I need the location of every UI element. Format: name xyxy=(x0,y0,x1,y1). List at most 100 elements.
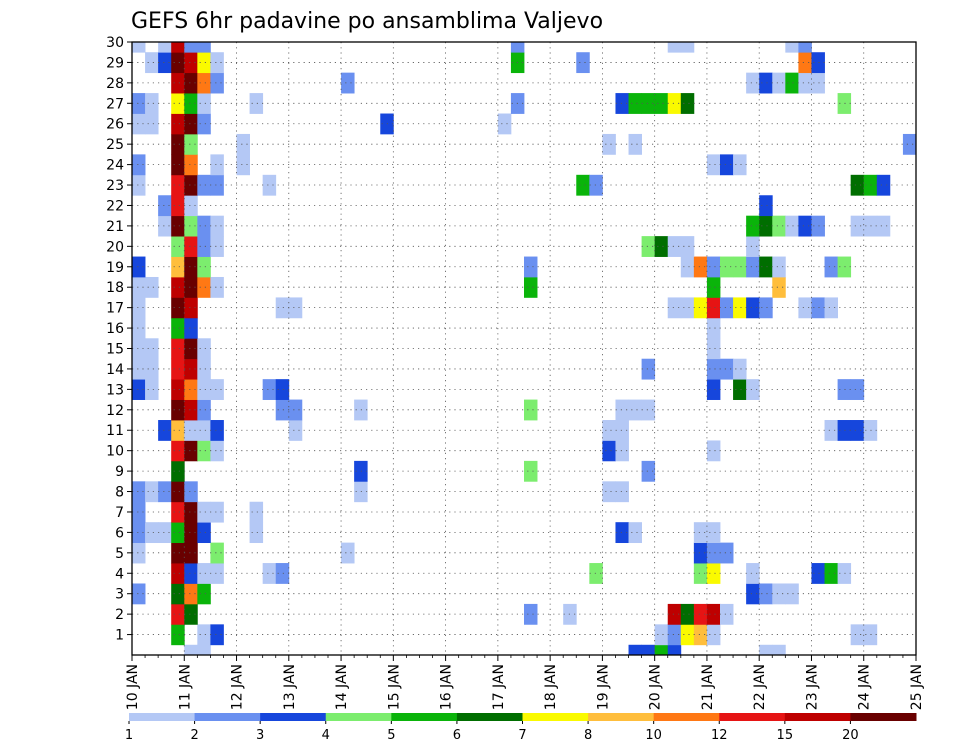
heatmap-cell xyxy=(693,542,708,564)
heatmap-cell xyxy=(641,644,656,656)
heatmap-cell xyxy=(184,195,198,217)
heatmap-cell xyxy=(680,256,695,278)
heatmap-cell xyxy=(628,522,642,544)
heatmap-cell xyxy=(197,236,211,257)
heatmap-cell xyxy=(680,236,695,257)
heatmap-cell xyxy=(197,42,211,53)
heatmap-cell xyxy=(641,93,656,114)
heatmap-cell xyxy=(145,93,159,114)
x-tick-label: 20 JAN xyxy=(648,664,664,710)
legend-label: 3 xyxy=(256,728,264,742)
heatmap-cell xyxy=(785,583,799,605)
heatmap-cell xyxy=(184,481,198,503)
x-tick-label: 23 JAN xyxy=(804,664,820,710)
heatmap-cell xyxy=(615,93,629,114)
heatmap-cell xyxy=(798,72,812,94)
heatmap-cell xyxy=(746,256,760,278)
heatmap-cell xyxy=(171,256,185,278)
heatmap-cell xyxy=(197,256,211,278)
heatmap-cell xyxy=(197,338,211,360)
heatmap-cell xyxy=(654,93,669,114)
heatmap-cell xyxy=(811,563,825,584)
heatmap-cell xyxy=(733,358,747,380)
heatmap-cell xyxy=(132,522,146,544)
heatmap-cell xyxy=(706,154,721,176)
heatmap-cell xyxy=(811,72,825,94)
heatmap-cell xyxy=(667,236,682,257)
heatmap-cell xyxy=(184,420,198,441)
heatmap-cell xyxy=(171,583,185,605)
heatmap-cell xyxy=(759,195,773,217)
heatmap-cell xyxy=(824,563,838,584)
heatmap-cell xyxy=(132,542,146,564)
heatmap-cell xyxy=(680,93,695,114)
y-tick-label: 1 xyxy=(115,628,124,644)
heatmap-cell xyxy=(158,195,172,217)
heatmap-cell xyxy=(746,236,760,257)
heatmap-cell xyxy=(837,563,852,584)
heatmap-cell xyxy=(602,420,616,441)
heatmap-cell xyxy=(772,644,786,656)
legend-label: 12 xyxy=(711,728,728,742)
heatmap-cell xyxy=(641,399,656,421)
heatmap-cell xyxy=(171,399,185,421)
heatmap-cell xyxy=(706,338,721,360)
x-tick-label: 22 JAN xyxy=(752,664,768,710)
y-tick-label: 26 xyxy=(106,117,124,133)
heatmap-cell xyxy=(184,42,198,53)
y-tick-label: 24 xyxy=(106,158,124,174)
heatmap-cell xyxy=(641,236,656,257)
x-axis-ticks: 10 JAN 11 JAN 12 JAN 13 JAN 14 JAN 15 JAN 16 J… xyxy=(125,655,925,710)
y-tick-label: 18 xyxy=(106,280,124,296)
heatmap-cell xyxy=(171,338,185,360)
heatmap-cell xyxy=(720,603,734,625)
heatmap-cell xyxy=(524,603,538,625)
y-tick-label: 10 xyxy=(106,444,124,460)
heatmap-cell xyxy=(746,563,760,584)
heatmap-cell xyxy=(171,501,185,523)
heatmap-cell xyxy=(667,644,682,656)
heatmap-cell xyxy=(184,501,198,523)
heatmap-cell xyxy=(197,522,211,544)
heatmap-cell xyxy=(184,93,198,114)
heatmap-cell xyxy=(210,154,224,176)
heatmap-cell xyxy=(275,563,290,584)
heatmap-cell xyxy=(184,236,198,257)
y-tick-label: 20 xyxy=(106,239,124,255)
heatmap-cell xyxy=(184,72,198,94)
y-tick-label: 4 xyxy=(115,566,124,582)
heatmap-cell xyxy=(693,603,708,625)
y-tick-label: 15 xyxy=(106,342,124,358)
heatmap-cell xyxy=(184,603,198,625)
heatmap-cell xyxy=(197,399,211,421)
heatmap-cell xyxy=(798,52,812,74)
heatmap-cell xyxy=(759,72,773,94)
heatmap-cell xyxy=(628,644,642,656)
heatmap-cell xyxy=(706,522,721,544)
heatmap-cell xyxy=(706,276,721,298)
heatmap-cell xyxy=(184,174,198,196)
legend-label: 7 xyxy=(518,728,526,742)
heatmap-cell xyxy=(171,154,185,176)
heatmap-cell xyxy=(693,297,708,319)
heatmap-cell xyxy=(184,583,198,605)
legend-label: 4 xyxy=(322,728,330,742)
x-tick-label: 18 JAN xyxy=(543,664,559,710)
legend-label: 20 xyxy=(842,728,859,742)
heatmap-cell xyxy=(197,501,211,523)
heatmap-cell xyxy=(197,276,211,298)
heatmap-cell xyxy=(850,174,865,196)
heatmap-cell xyxy=(171,42,185,53)
heatmap-cell xyxy=(654,624,669,646)
x-tick-label: 12 JAN xyxy=(230,664,246,710)
heatmap-cell xyxy=(197,358,211,380)
heatmap-cell xyxy=(667,603,682,625)
heatmap-cell xyxy=(171,420,185,441)
heatmap-cell xyxy=(236,154,250,176)
heatmap-cell xyxy=(288,297,303,319)
heatmap-cell xyxy=(824,420,838,441)
heatmap-cell xyxy=(706,440,721,462)
heatmap-cell xyxy=(132,42,146,53)
heatmap-cell xyxy=(210,72,224,94)
x-tick-label: 11 JAN xyxy=(177,664,193,710)
